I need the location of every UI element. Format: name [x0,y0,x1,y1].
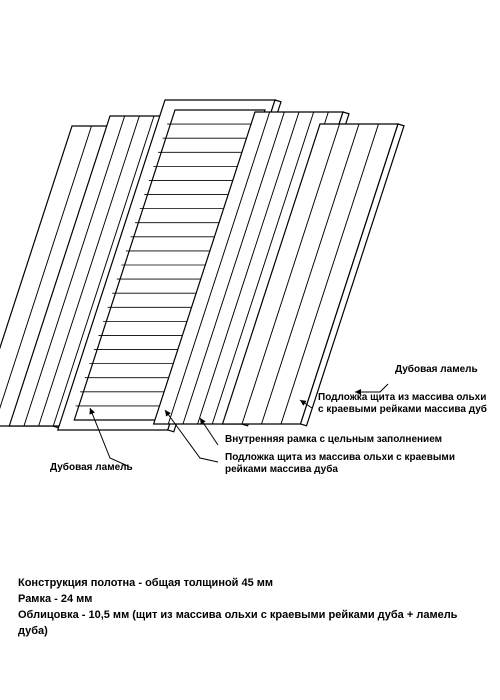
callout-mid-2: Подложка щита из массива ольхи с краевым… [225,452,485,476]
caption-line: Конструкция полотна - общая толщиной 45 … [18,576,482,592]
exploded-view-svg [0,0,500,530]
callout-mid-1: Внутренняя рамка с цельным заполнением [225,434,485,446]
callout-left: Дубовая ламель [50,462,133,474]
caption-block: Конструкция полотна - общая толщиной 45 … [18,576,482,640]
caption-line: Рамка - 24 мм [18,592,482,608]
caption-line: Облицовка - 10,5 мм (щит из массива ольх… [18,608,482,640]
callout-right-1: Дубовая ламель [395,364,478,376]
diagram-canvas: Дубовая ламель Подложка щита из массива … [0,0,500,700]
callout-right-2: Подложка щита из массива ольхи с краевым… [318,392,493,416]
